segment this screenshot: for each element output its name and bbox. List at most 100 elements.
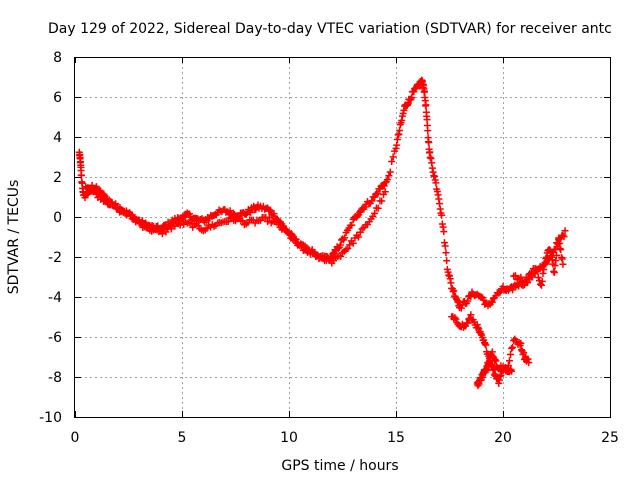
data-point bbox=[517, 339, 525, 347]
data-point bbox=[560, 233, 568, 241]
data-point bbox=[425, 139, 433, 147]
data-point bbox=[378, 197, 386, 205]
data-point bbox=[388, 158, 396, 166]
data-point bbox=[520, 278, 528, 286]
y-tick-label: -10 bbox=[39, 410, 62, 426]
data-point bbox=[239, 217, 247, 225]
y-tick-label: -4 bbox=[48, 290, 62, 306]
data-point bbox=[137, 220, 145, 228]
data-point bbox=[524, 274, 532, 282]
data-point bbox=[383, 176, 391, 184]
plot-frame bbox=[74, 57, 611, 418]
data-point bbox=[348, 221, 356, 229]
data-point bbox=[438, 211, 446, 219]
data-point bbox=[525, 359, 533, 367]
data-point bbox=[337, 252, 345, 260]
data-point bbox=[285, 230, 293, 238]
data-point bbox=[114, 203, 122, 211]
x-tick-label: 20 bbox=[494, 430, 512, 446]
data-point bbox=[559, 231, 567, 239]
data-point bbox=[509, 343, 517, 351]
data-point bbox=[553, 251, 560, 259]
data-point bbox=[538, 277, 546, 285]
y-tick-label: -6 bbox=[48, 330, 62, 346]
data-point bbox=[422, 101, 430, 109]
y-tick-label: 8 bbox=[53, 50, 62, 66]
chart-title: Day 129 of 2022, Sidereal Day-to-day VTE… bbox=[48, 21, 612, 37]
data-point bbox=[508, 367, 516, 375]
data-point bbox=[336, 241, 344, 249]
grid-lines bbox=[75, 57, 610, 417]
data-point bbox=[380, 182, 388, 190]
data-point bbox=[495, 289, 503, 297]
data-point bbox=[528, 268, 536, 276]
series-falling-tail bbox=[473, 348, 516, 390]
data-point bbox=[451, 314, 459, 322]
data-point bbox=[559, 260, 567, 268]
data-point bbox=[346, 241, 354, 249]
y-tick-label: 6 bbox=[53, 90, 62, 106]
data-point bbox=[189, 223, 197, 231]
data-point bbox=[329, 250, 337, 258]
data-point bbox=[432, 179, 440, 187]
data-point bbox=[385, 172, 393, 180]
data-point bbox=[355, 233, 363, 241]
y-tick-label: -8 bbox=[48, 370, 62, 386]
data-point bbox=[506, 351, 514, 359]
data-point bbox=[421, 87, 429, 95]
data-point bbox=[185, 210, 193, 218]
data-point bbox=[488, 298, 496, 306]
data-point bbox=[374, 204, 382, 212]
data-point bbox=[423, 116, 431, 124]
series-right-scatter bbox=[510, 234, 567, 289]
data-point bbox=[326, 255, 334, 263]
data-point bbox=[508, 344, 516, 352]
data-point bbox=[520, 349, 528, 357]
data-point bbox=[533, 267, 541, 275]
data-point bbox=[534, 273, 542, 281]
data-point bbox=[389, 153, 397, 161]
x-tick-label: 0 bbox=[71, 430, 80, 446]
data-point bbox=[344, 244, 352, 252]
x-axis: 0 5 10 15 20 25 bbox=[71, 57, 619, 446]
data-point bbox=[464, 297, 472, 305]
data-point bbox=[341, 234, 349, 242]
data-point bbox=[452, 315, 460, 323]
data-point bbox=[440, 228, 448, 236]
y-axis: -10 -8 -6 -4 -2 0 2 4 6 8 bbox=[39, 50, 610, 426]
data-point bbox=[112, 204, 120, 212]
data-point bbox=[126, 210, 134, 218]
series-parallel-trace bbox=[82, 183, 389, 267]
plot-marks bbox=[75, 76, 569, 390]
series-lower-branch bbox=[448, 311, 533, 387]
data-point bbox=[162, 228, 170, 236]
data-point bbox=[270, 210, 278, 218]
y-tick-label: 0 bbox=[53, 210, 62, 226]
data-point bbox=[557, 246, 565, 254]
y-tick-label: 2 bbox=[53, 170, 62, 186]
x-tick-label: 15 bbox=[387, 430, 405, 446]
data-point bbox=[381, 188, 389, 196]
y-axis-title: SDTVAR / TECUs bbox=[6, 180, 22, 295]
data-point bbox=[511, 272, 519, 280]
data-point bbox=[77, 172, 85, 180]
data-point bbox=[442, 249, 450, 257]
data-point bbox=[353, 212, 361, 220]
data-point bbox=[158, 230, 166, 238]
data-point bbox=[550, 269, 558, 277]
data-point bbox=[467, 311, 475, 319]
x-tick-label: 10 bbox=[280, 430, 298, 446]
data-point bbox=[505, 357, 513, 365]
y-tick-label: -2 bbox=[48, 250, 62, 266]
data-point bbox=[441, 242, 449, 250]
y-tick-label: 4 bbox=[53, 130, 62, 146]
data-point bbox=[266, 206, 274, 214]
data-point bbox=[496, 288, 504, 296]
data-point bbox=[386, 168, 394, 176]
data-point bbox=[509, 286, 517, 294]
data-point bbox=[265, 214, 273, 222]
x-tick-label: 5 bbox=[178, 430, 187, 446]
data-point bbox=[368, 197, 376, 205]
data-point bbox=[371, 209, 379, 217]
data-point bbox=[144, 222, 152, 230]
